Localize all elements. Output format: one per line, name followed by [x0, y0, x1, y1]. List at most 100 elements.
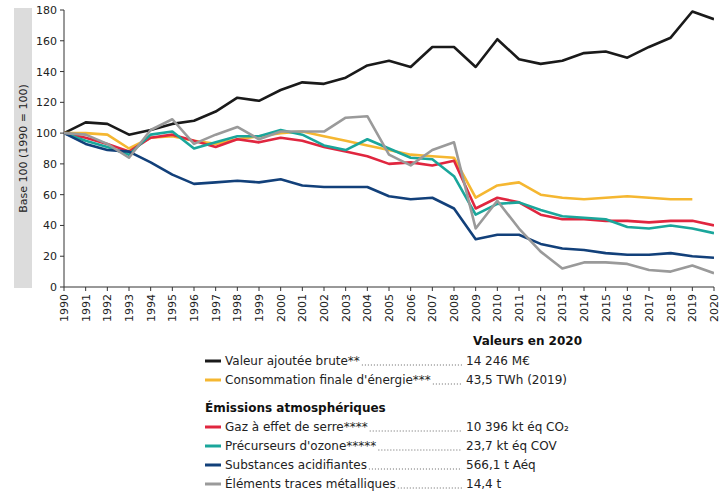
legend-swatch	[205, 445, 221, 448]
x-tick	[389, 287, 390, 291]
legend-value: 566,1 t Aéq	[466, 458, 536, 472]
x-tick	[345, 287, 346, 291]
y-tick	[60, 225, 64, 226]
x-tick	[129, 287, 130, 291]
legend-leader	[378, 450, 462, 451]
legend-swatch	[205, 426, 221, 429]
x-tick-label: 1991	[80, 294, 93, 322]
x-tick	[194, 287, 195, 291]
x-axis	[64, 287, 714, 288]
x-tick	[584, 287, 585, 291]
x-tick-label: 1992	[101, 294, 114, 322]
legend-leader	[398, 488, 462, 489]
y-tick-label: 120	[36, 96, 57, 109]
x-tick-label: 2001	[296, 294, 309, 322]
y-tick-label: 80	[43, 158, 57, 171]
x-tick	[237, 287, 238, 291]
x-tick-label: 2018	[665, 294, 678, 322]
y-tick-label: 60	[43, 189, 57, 202]
y-tick-label: 160	[36, 35, 57, 48]
x-tick-label: 2017	[643, 294, 656, 322]
x-tick-label: 2004	[361, 294, 374, 322]
x-tick-label: 1996	[188, 294, 201, 322]
y-tick	[60, 40, 64, 41]
legend-swatch	[205, 360, 221, 363]
series-line	[64, 12, 714, 135]
x-tick-label: 2011	[513, 294, 526, 322]
legend-value: 43,5 TWh (2019)	[466, 373, 567, 387]
x-tick	[497, 287, 498, 291]
x-tick	[150, 287, 151, 291]
legend-leader	[433, 384, 462, 385]
legend-group-title: Émissions atmosphériques	[205, 400, 386, 415]
y-tick-label: 180	[36, 4, 57, 17]
x-tick-label: 2007	[426, 294, 439, 322]
y-tick-label: 100	[36, 127, 57, 140]
x-tick-label: 2020	[708, 294, 721, 322]
x-tick	[410, 287, 411, 291]
legend-label: Gaz à effet de serre****	[225, 420, 368, 434]
x-tick	[302, 287, 303, 291]
chart: Base 100 (1990 = 100)0204060801001201401…	[0, 0, 725, 500]
x-tick-label: 2019	[686, 294, 699, 322]
x-tick-label: 2002	[318, 294, 331, 322]
legend-value: 14 246 M€	[466, 354, 530, 368]
legend-swatch	[205, 483, 221, 486]
x-tick	[107, 287, 108, 291]
y-tick-label: 20	[43, 250, 57, 263]
x-tick-label: 2006	[405, 294, 418, 322]
x-tick	[519, 287, 520, 291]
x-tick-label: 2005	[383, 294, 396, 322]
legend-title: Valeurs en 2020	[473, 334, 582, 348]
x-tick-label: 1995	[166, 294, 179, 322]
x-tick-label: 2016	[621, 294, 634, 322]
y-axis-label: Base 100 (1990 = 100)	[17, 84, 30, 213]
legend-label: Substances acidifiantes	[225, 458, 367, 472]
y-tick	[60, 163, 64, 164]
series-line	[64, 130, 714, 233]
x-tick-label: 1999	[253, 294, 266, 322]
x-tick-label: 2008	[448, 294, 461, 322]
series-line	[64, 116, 714, 273]
x-tick	[64, 287, 65, 291]
x-tick	[627, 287, 628, 291]
x-tick-label: 1990	[58, 294, 71, 322]
x-tick	[475, 287, 476, 291]
y-label-band	[14, 8, 32, 288]
y-tick	[60, 10, 64, 11]
legend-leader	[370, 431, 462, 432]
legend-leader	[369, 469, 462, 470]
x-tick	[280, 287, 281, 291]
x-tick	[85, 287, 86, 291]
x-tick	[172, 287, 173, 291]
x-tick	[649, 287, 650, 291]
plot-area	[64, 12, 714, 274]
x-tick-label: 2010	[491, 294, 504, 322]
x-tick-label: 2003	[340, 294, 353, 322]
y-axis	[64, 10, 65, 287]
y-tick	[60, 287, 64, 288]
x-tick	[540, 287, 541, 291]
series-line	[64, 133, 714, 258]
x-tick-label: 1997	[210, 294, 223, 322]
y-tick	[60, 133, 64, 134]
x-tick	[324, 287, 325, 291]
x-tick	[259, 287, 260, 291]
x-tick	[432, 287, 433, 291]
x-tick-label: 2013	[556, 294, 569, 322]
x-tick-label: 1993	[123, 294, 136, 322]
y-tick	[60, 194, 64, 195]
x-tick-label: 2012	[535, 294, 548, 322]
x-tick	[670, 287, 671, 291]
legend-label: Consommation finale d'énergie***	[225, 373, 431, 387]
x-tick	[454, 287, 455, 291]
legend-value: 23,7 kt éq COV	[466, 439, 557, 453]
legend-swatch	[205, 464, 221, 467]
legend-label: Éléments traces métalliques	[225, 476, 396, 491]
x-tick	[367, 287, 368, 291]
legend-value: 10 396 kt éq CO₂	[466, 420, 569, 434]
legend-swatch	[205, 379, 221, 382]
legend-value: 14,4 t	[466, 477, 502, 491]
x-tick-label: 2000	[275, 294, 288, 322]
x-tick	[714, 287, 715, 291]
